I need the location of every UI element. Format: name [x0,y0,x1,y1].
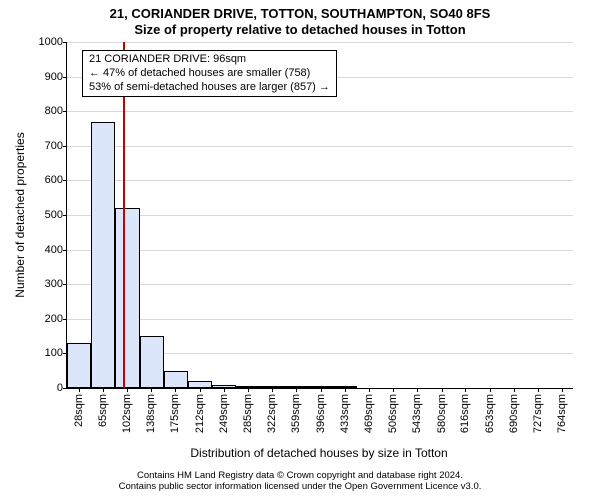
ytick-label: 900 [45,71,67,83]
histogram-bar [91,122,115,388]
ytick-label: 800 [45,105,67,117]
xtick-mark [538,388,539,392]
y-axis-label: Number of detached properties [13,132,27,297]
xtick-label: 249sqm [218,394,230,433]
ytick-label: 500 [45,209,67,221]
xtick-label: 28sqm [73,394,85,427]
gridline [67,215,573,216]
histogram-bar [164,371,188,388]
xtick-label: 580sqm [436,394,448,433]
xtick-label: 65sqm [97,394,109,427]
xtick-mark [465,388,466,392]
info-line-3: 53% of semi-detached houses are larger (… [89,81,330,95]
gridline [67,111,573,112]
ytick-label: 200 [45,313,67,325]
ytick-label: 600 [45,174,67,186]
xtick-mark [514,388,515,392]
xtick-label: 690sqm [508,394,520,433]
xtick-mark [248,388,249,392]
xtick-label: 543sqm [411,394,423,433]
xtick-label: 285sqm [242,394,254,433]
info-line-1: 21 CORIANDER DRIVE: 96sqm [89,53,330,67]
xtick-label: 175sqm [169,394,181,433]
histogram-bar [140,336,164,388]
info-box: 21 CORIANDER DRIVE: 96sqm ← 47% of detac… [82,50,337,97]
xtick-label: 396sqm [315,394,327,433]
xtick-mark [562,388,563,392]
ytick-label: 1000 [39,36,67,48]
xtick-mark [393,388,394,392]
gridline [67,42,573,43]
xtick-label: 469sqm [363,394,375,433]
xtick-mark [151,388,152,392]
xtick-mark [272,388,273,392]
footer: Contains HM Land Registry data © Crown c… [0,470,600,493]
xtick-mark [79,388,80,392]
xtick-label: 727sqm [532,394,544,433]
xtick-label: 653sqm [484,394,496,433]
footer-line-2: Contains public sector information licen… [0,481,600,492]
xtick-label: 102sqm [121,394,133,433]
gridline [67,250,573,251]
xtick-mark [175,388,176,392]
xtick-mark [345,388,346,392]
xtick-mark [127,388,128,392]
xtick-label: 433sqm [339,394,351,433]
histogram-bar [67,343,91,388]
histogram-bar [115,208,139,388]
gridline [67,180,573,181]
xtick-label: 322sqm [266,394,278,433]
title-line-2: Size of property relative to detached ho… [0,22,600,38]
xtick-label: 506sqm [387,394,399,433]
xtick-mark [490,388,491,392]
xtick-mark [103,388,104,392]
xtick-label: 359sqm [290,394,302,433]
title-block: 21, CORIANDER DRIVE, TOTTON, SOUTHAMPTON… [0,0,600,39]
gridline [67,319,573,320]
gridline [67,146,573,147]
ytick-label: 400 [45,244,67,256]
xtick-mark [296,388,297,392]
xtick-label: 616sqm [459,394,471,433]
xtick-mark [321,388,322,392]
xtick-mark [417,388,418,392]
ytick-label: 0 [57,382,67,394]
info-line-2: ← 47% of detached houses are smaller (75… [89,67,330,81]
xtick-mark [442,388,443,392]
xtick-label: 764sqm [556,394,568,433]
xtick-mark [224,388,225,392]
title-line-1: 21, CORIANDER DRIVE, TOTTON, SOUTHAMPTON… [0,6,600,22]
ytick-label: 700 [45,140,67,152]
xtick-mark [200,388,201,392]
xtick-label: 212sqm [194,394,206,433]
ytick-label: 300 [45,278,67,290]
xtick-label: 138sqm [145,394,157,433]
xtick-mark [369,388,370,392]
gridline [67,284,573,285]
ytick-label: 100 [45,347,67,359]
histogram-bar [188,381,212,388]
chart-container: 21, CORIANDER DRIVE, TOTTON, SOUTHAMPTON… [0,0,600,500]
footer-line-1: Contains HM Land Registry data © Crown c… [0,470,600,481]
x-axis-label: Distribution of detached houses by size … [190,446,447,460]
